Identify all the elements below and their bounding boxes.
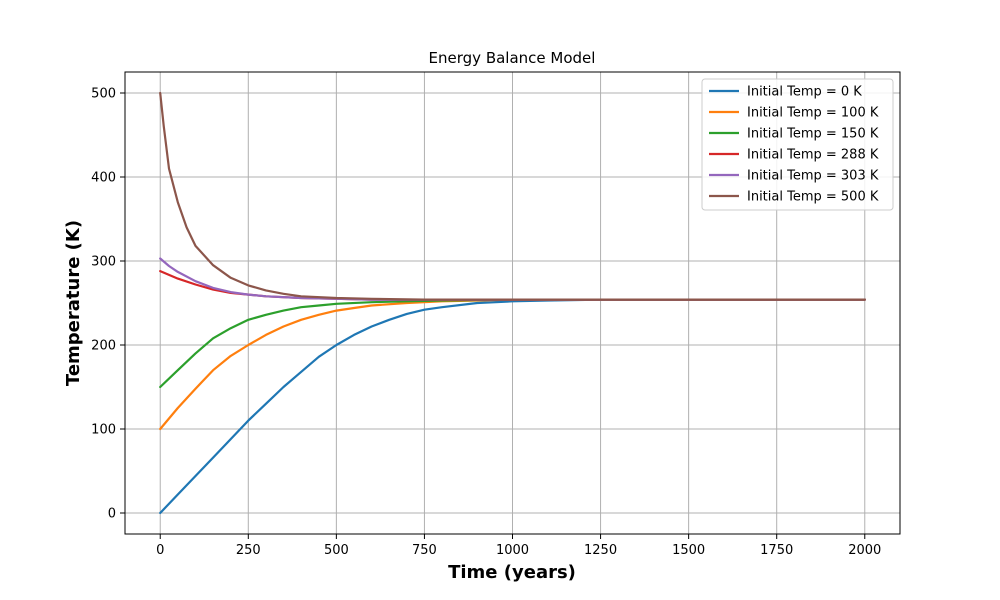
y-axis-label: Temperature (K) xyxy=(63,220,84,386)
y-tick-label: 200 xyxy=(91,339,116,354)
legend-label: Initial Temp = 0 K xyxy=(747,85,862,100)
x-tick-label: 250 xyxy=(236,543,261,558)
axis-ticks: 0 250 500 750 1000 1250 1500 1750 2000 0 100 200 300… xyxy=(91,87,881,559)
y-tick-label: 100 xyxy=(91,423,116,438)
x-tick-label: 1000 xyxy=(496,543,529,558)
y-tick-label: 400 xyxy=(91,171,116,186)
legend-label: Initial Temp = 500 K xyxy=(747,190,879,205)
legend-label: Initial Temp = 150 K xyxy=(747,127,879,142)
chart-title: Energy Balance Model xyxy=(429,49,596,67)
x-axis-label: Time (years) xyxy=(448,562,576,583)
x-tick-label: 1500 xyxy=(672,543,705,558)
x-tick-label: 750 xyxy=(412,543,437,558)
y-tick-label: 500 xyxy=(91,87,116,102)
legend-label: Initial Temp = 100 K xyxy=(747,106,879,121)
legend-box xyxy=(701,78,894,211)
x-tick-label: 0 xyxy=(156,543,164,558)
plot-frame xyxy=(124,71,901,535)
x-tick-label: 1250 xyxy=(584,543,617,558)
series-lines xyxy=(159,91,866,515)
x-tick-label: 1750 xyxy=(760,543,793,558)
x-tick-label: 500 xyxy=(324,543,349,558)
y-tick-label: 0 xyxy=(108,507,116,522)
series-line-5 xyxy=(159,91,866,301)
y-tick-label: 300 xyxy=(91,255,116,270)
legend-label: Initial Temp = 288 K xyxy=(747,148,879,163)
x-tick-label: 2000 xyxy=(848,543,881,558)
legend-label: Initial Temp = 303 K xyxy=(747,169,879,184)
legend: Initial Temp = 0 K Initial Temp = 100 K In… xyxy=(701,78,894,211)
